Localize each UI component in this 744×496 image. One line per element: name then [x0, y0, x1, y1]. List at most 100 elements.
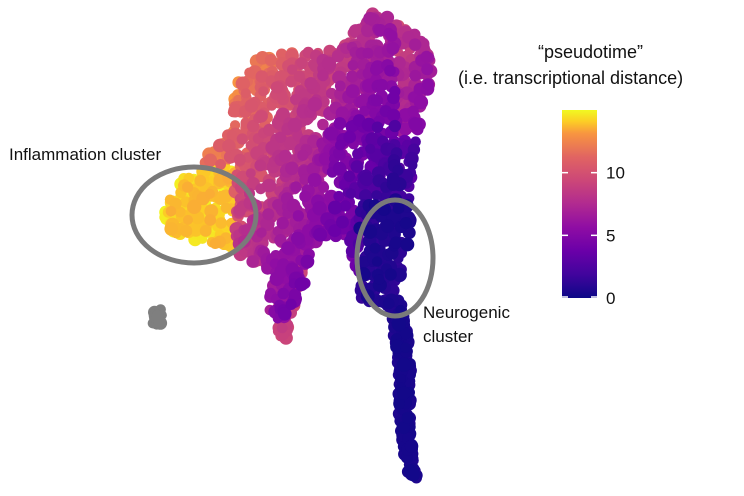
- cell-point: [304, 77, 318, 90]
- cell-point: [396, 386, 411, 401]
- cell-point: [397, 421, 410, 434]
- cell-point: [286, 198, 301, 213]
- colorbar-tick-label: 0: [606, 289, 615, 308]
- cell-point: [180, 224, 193, 238]
- cell-point: [240, 88, 251, 99]
- cell-point: [336, 215, 349, 229]
- cell-point: [262, 208, 275, 221]
- cell-point: [278, 307, 292, 321]
- cell-point: [392, 267, 407, 283]
- cell-point: [209, 238, 221, 249]
- cell-point: [226, 130, 238, 142]
- cell-point: [413, 94, 429, 110]
- cell-point: [420, 50, 433, 63]
- cell-point: [297, 149, 309, 161]
- cell-point: [299, 190, 311, 203]
- cell-point: [392, 202, 405, 214]
- cell-point: [244, 99, 259, 113]
- cell-point: [281, 241, 295, 255]
- cell-point: [233, 153, 246, 166]
- cell-point: [290, 94, 301, 105]
- cell-point: [345, 188, 357, 199]
- cell-point: [333, 190, 345, 202]
- colorbar-ticks: 0 5 10: [562, 164, 625, 308]
- cell-point: [262, 178, 277, 193]
- cell-point: [334, 80, 346, 92]
- cell-point: [272, 199, 284, 211]
- cell-point: [382, 297, 395, 310]
- cell-point: [256, 227, 267, 238]
- cell-point: [339, 200, 351, 212]
- cell-point: [346, 70, 359, 83]
- cell-point: [276, 322, 288, 334]
- cell-point: [215, 159, 227, 170]
- cell-point: [317, 118, 329, 131]
- cell-point: [328, 224, 342, 238]
- colorbar: [562, 110, 597, 298]
- cell-point: [288, 288, 302, 301]
- cell-point: [153, 316, 168, 330]
- cell-point: [357, 255, 371, 269]
- cell-point: [370, 63, 382, 76]
- cell-point: [332, 161, 347, 176]
- cell-point: [388, 119, 401, 133]
- cell-point: [386, 172, 400, 185]
- cell-point: [365, 132, 380, 146]
- cell-point: [408, 38, 422, 51]
- cell-point: [375, 78, 389, 92]
- cell-point: [292, 210, 304, 222]
- cell-point: [387, 91, 400, 105]
- cell-point: [362, 47, 374, 59]
- colorbar-tick-label: 5: [606, 226, 615, 245]
- cell-point: [408, 117, 423, 131]
- cell-point: [335, 139, 346, 151]
- cell-point: [300, 254, 315, 269]
- cell-point: [390, 339, 405, 354]
- cell-point: [345, 84, 360, 98]
- cell-point: [228, 103, 243, 118]
- cell-point: [277, 287, 290, 300]
- cell-point: [230, 120, 241, 131]
- cell-point: [264, 54, 277, 67]
- cell-point: [391, 316, 407, 332]
- cell-point: [321, 56, 336, 71]
- cell-point: [407, 105, 419, 118]
- cell-point: [307, 173, 322, 187]
- cell-point: [317, 69, 329, 82]
- cell-point: [194, 174, 207, 187]
- cell-point: [343, 170, 355, 182]
- cell-point: [291, 231, 305, 246]
- cell-point: [260, 216, 275, 231]
- cell-point: [422, 78, 434, 91]
- cell-point: [359, 105, 370, 117]
- cell-point: [318, 181, 330, 193]
- cell-point: [191, 211, 205, 225]
- cell-point: [222, 139, 236, 153]
- cell-point: [255, 110, 268, 123]
- cell-point: [389, 236, 403, 249]
- cell-point: [246, 255, 259, 268]
- cell-point: [276, 48, 288, 60]
- cell-point: [276, 216, 289, 230]
- cell-point: [371, 121, 384, 133]
- neurogenic-cluster-label-line2: cluster: [423, 327, 473, 346]
- cell-point: [326, 87, 338, 100]
- cell-point: [328, 200, 342, 215]
- colorbar-legend: “pseudotime” (i.e. transcriptional dista…: [458, 42, 683, 308]
- legend-title-line1: “pseudotime”: [538, 42, 643, 62]
- cell-point: [386, 42, 400, 55]
- cell-point: [287, 117, 303, 133]
- cell-point: [165, 206, 177, 217]
- cell-points: [147, 7, 438, 484]
- cell-point: [399, 217, 413, 230]
- cell-point: [203, 153, 217, 167]
- cell-point: [399, 327, 412, 340]
- cell-point: [352, 148, 364, 160]
- cell-point: [343, 130, 357, 144]
- cell-point: [385, 30, 398, 42]
- cell-point: [421, 63, 434, 76]
- cell-point: [199, 225, 212, 237]
- cell-point: [183, 214, 193, 225]
- colorbar-tick-label: 10: [606, 164, 625, 183]
- cell-point: [204, 204, 219, 219]
